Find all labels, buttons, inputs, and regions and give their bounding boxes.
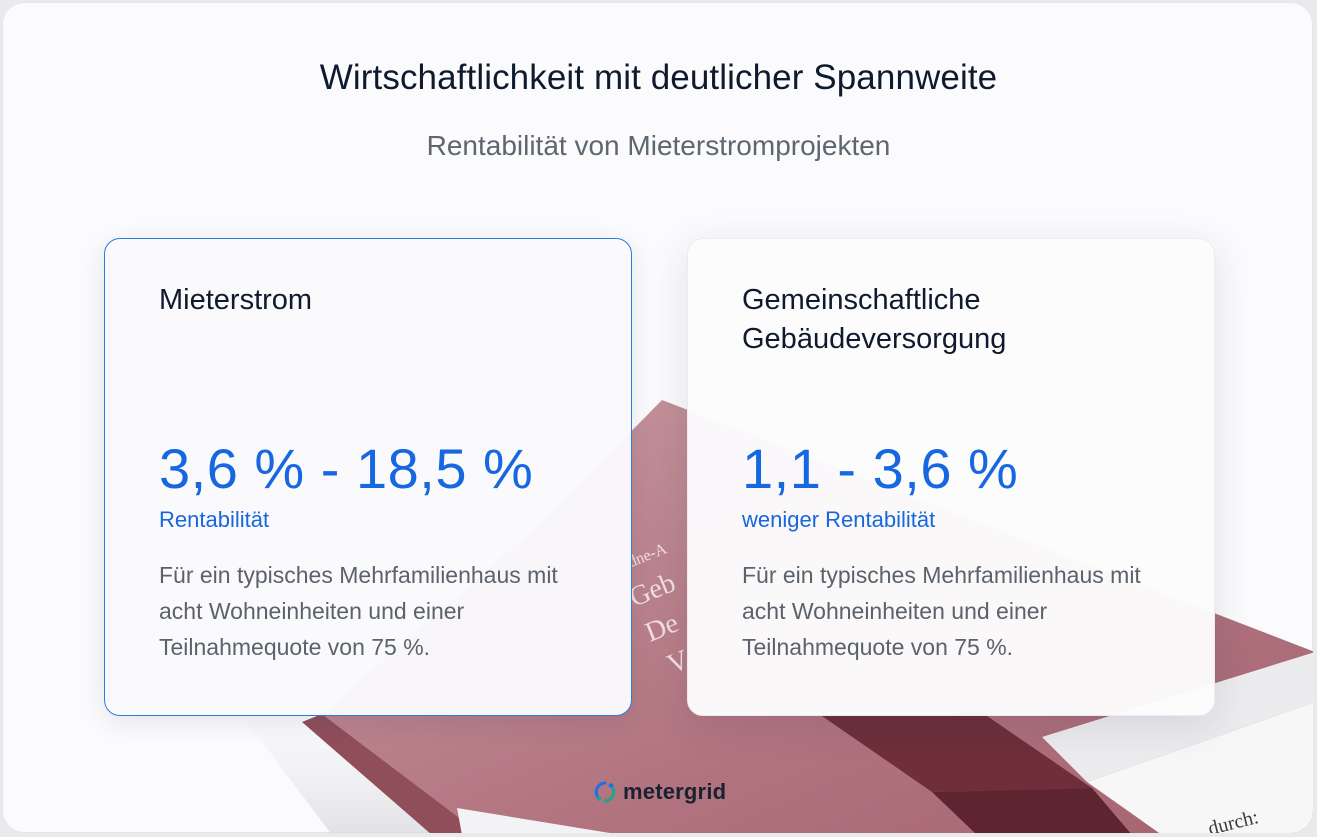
brand-logo: metergrid	[593, 778, 726, 806]
page-subtitle: Rentabilität von Mieterstromprojekten	[426, 130, 891, 161]
book-cover-text-1: Geb	[625, 567, 680, 613]
card-metric-label: Rentabilität	[159, 507, 270, 532]
card-value: 1,1 - 3,6 %	[742, 437, 1019, 500]
card-description: Für ein typisches Mehrfamilienhaus mit a…	[742, 562, 1141, 660]
metergrid-logo-icon	[594, 781, 616, 803]
book-corner-text: durch:	[1206, 806, 1261, 833]
card-description: Für ein typisches Mehrfamilienhaus mit a…	[159, 562, 558, 660]
page-title: Wirtschaftlichkeit mit deutlicher Spannw…	[319, 58, 998, 97]
card-gemeinschaftliche-gebaeudeversorgung: Gemeinschaftliche Gebäudeversorgung 1,1 …	[687, 238, 1215, 716]
card-metric-label: weniger Rentabilität	[742, 507, 936, 532]
card-title: Gemeinschaftliche Gebäudeversorgung	[742, 284, 1007, 355]
card-title: Mieterstrom	[159, 284, 313, 316]
card-mieterstrom: Mieterstrom 3,6 % - 18,5 % Rentabilität …	[104, 238, 632, 716]
brand-name: metergrid	[623, 779, 727, 804]
card-value: 3,6 % - 18,5 %	[159, 437, 534, 500]
book-cover-text-2: De	[641, 608, 683, 649]
